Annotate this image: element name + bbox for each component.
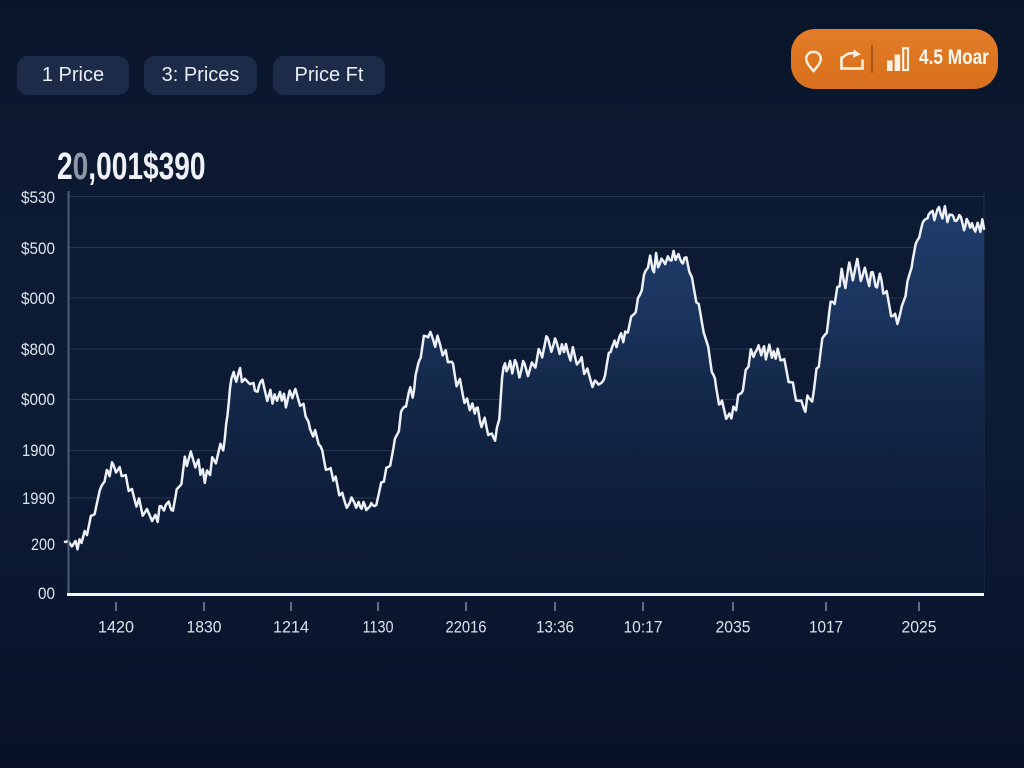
- svg-text:1017: 1017: [809, 619, 843, 637]
- svg-text:1900: 1900: [22, 442, 55, 460]
- svg-text:1990: 1990: [22, 490, 55, 508]
- svg-text:$500: $500: [21, 240, 55, 258]
- svg-text:$000: $000: [21, 391, 55, 409]
- svg-text:2025: 2025: [902, 619, 937, 637]
- svg-text:22016: 22016: [446, 619, 487, 637]
- svg-text:1214: 1214: [273, 619, 309, 637]
- svg-text:1420: 1420: [98, 619, 134, 637]
- svg-text:$000: $000: [21, 290, 55, 308]
- svg-text:13:36: 13:36: [536, 619, 574, 637]
- svg-text:2035: 2035: [716, 619, 751, 637]
- svg-text:1130: 1130: [363, 619, 394, 637]
- svg-text:00: 00: [38, 585, 55, 603]
- svg-text:10:17: 10:17: [624, 619, 663, 637]
- svg-text:1830: 1830: [187, 619, 222, 637]
- svg-text:200: 200: [31, 536, 55, 554]
- svg-text:$530: $530: [21, 189, 55, 207]
- svg-text:$800: $800: [21, 341, 55, 359]
